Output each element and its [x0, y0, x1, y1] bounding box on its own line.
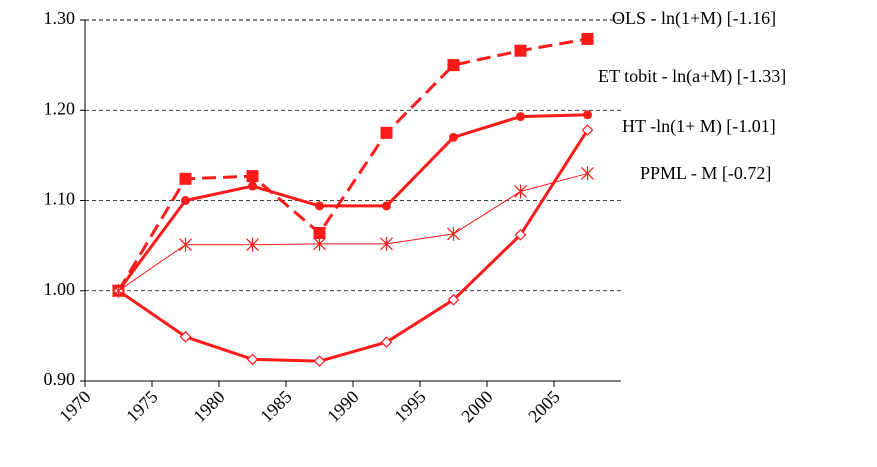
- x-tick-label: 1990: [323, 387, 363, 427]
- marker: [380, 236, 393, 251]
- series-label: PPML - M [-0.72]: [640, 163, 771, 183]
- x-tick-label: 1995: [390, 387, 430, 427]
- y-tick-label: 1.10: [44, 189, 76, 209]
- series-line: [118, 172, 588, 292]
- marker: [380, 336, 393, 349]
- marker: [581, 166, 594, 181]
- marker: [380, 126, 393, 139]
- marker: [449, 132, 458, 142]
- x-tick-label: 1985: [256, 387, 296, 427]
- series-label: OLS - ln(1+M) [-1.16]: [612, 8, 776, 29]
- series-line: [117, 37, 588, 292]
- y-tick-label: 1.20: [44, 98, 76, 118]
- marker: [179, 330, 192, 343]
- marker: [313, 226, 326, 239]
- marker: [315, 201, 324, 211]
- series-label: HT -ln(1+ M) [-1.01]: [622, 116, 776, 137]
- marker: [179, 172, 192, 185]
- marker: [246, 170, 259, 183]
- x-tick-label: 2005: [524, 387, 564, 427]
- marker: [581, 32, 594, 45]
- x-tick-label: 1975: [122, 387, 162, 427]
- marker: [514, 44, 527, 57]
- marker: [516, 112, 525, 122]
- marker: [382, 201, 391, 211]
- marker: [514, 228, 527, 241]
- marker: [112, 283, 125, 298]
- x-tick-label: 1970: [55, 387, 95, 427]
- x-tick-label: 2000: [457, 387, 497, 427]
- series-line: [117, 129, 589, 363]
- marker: [246, 353, 259, 366]
- y-tick-label: 1.30: [44, 8, 76, 28]
- marker: [447, 293, 460, 306]
- marker: [181, 196, 190, 205]
- marker: [447, 59, 460, 72]
- marker: [246, 237, 259, 252]
- marker: [313, 236, 326, 251]
- marker: [514, 184, 527, 199]
- y-tick-label: 0.90: [44, 369, 76, 389]
- marker: [583, 110, 592, 120]
- marker: [313, 355, 326, 367]
- marker: [179, 237, 192, 252]
- series-label: ET tobit - ln(a+M) [-1.33]: [598, 66, 786, 87]
- y-tick-label: 1.00: [44, 279, 76, 299]
- marker: [248, 181, 257, 191]
- marker: [581, 124, 594, 136]
- series-line: [117, 113, 588, 292]
- marker: [447, 226, 460, 241]
- x-tick-label: 1980: [189, 387, 229, 427]
